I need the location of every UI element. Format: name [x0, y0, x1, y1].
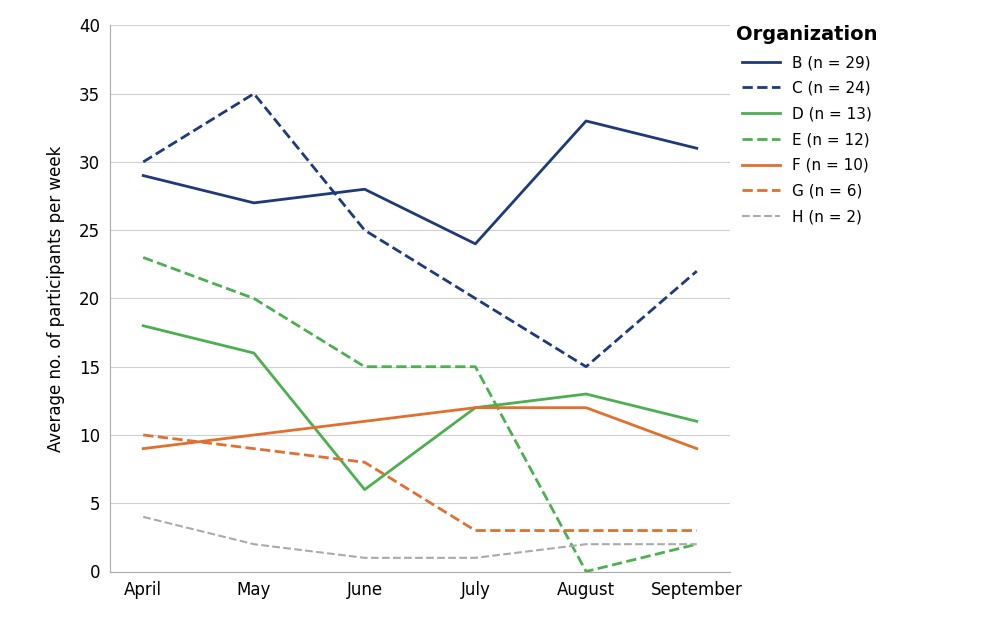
Y-axis label: Average no. of participants per week: Average no. of participants per week [47, 145, 65, 451]
Legend: B (n = 29), C (n = 24), D (n = 13), E (n = 12), F (n = 10), G (n = 6), H (n = 2): B (n = 29), C (n = 24), D (n = 13), E (n… [736, 25, 878, 224]
